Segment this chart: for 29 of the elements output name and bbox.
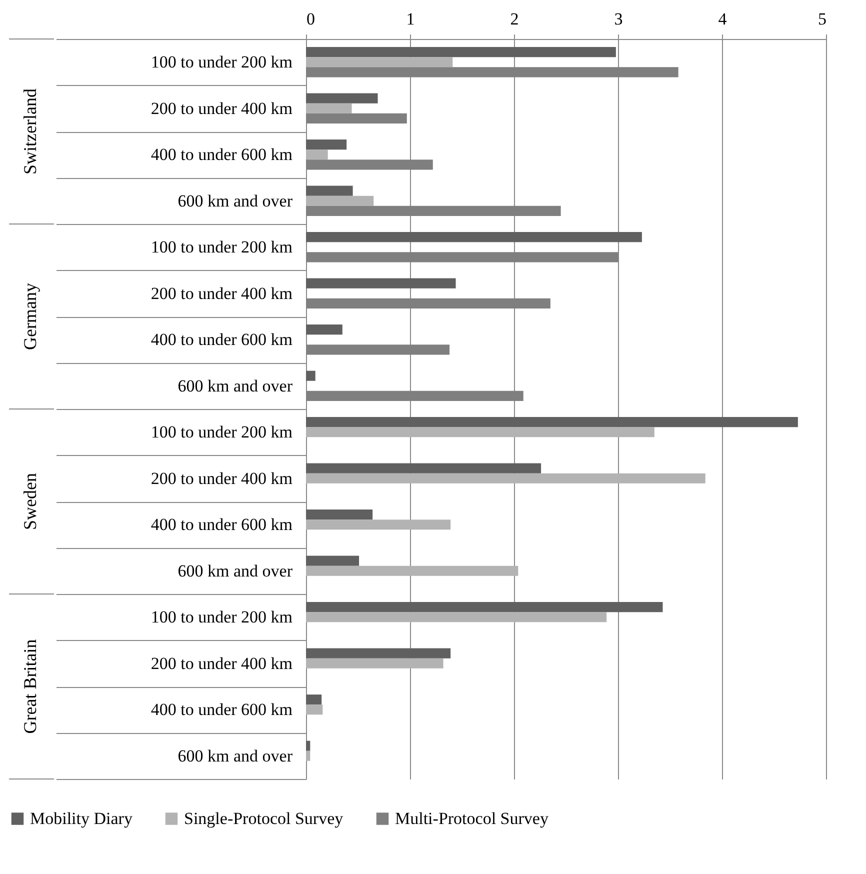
- x-tick-label: 4: [718, 10, 728, 28]
- legend-label: Mobility Diary: [30, 808, 133, 828]
- y-tick-label: 200 to under 400 km: [150, 654, 292, 673]
- x-tick-label: 1: [406, 10, 415, 28]
- y-tick-label: 600 km and over: [178, 376, 293, 396]
- y-tick-label: 200 to under 400 km: [150, 468, 292, 488]
- y-tick-label: 400 to under 600 km: [150, 145, 292, 164]
- y-tick-label: 100 to under 200 km: [150, 422, 292, 442]
- y-tick-label: 400 to under 600 km: [150, 515, 292, 534]
- y-tick-label: 100 to under 200 km: [150, 238, 292, 257]
- y-tick-label: 600 km and over: [178, 746, 293, 766]
- y-tick-label: 100 to under 200 km: [150, 52, 292, 72]
- legend-label: Multi-Protocol Survey: [395, 808, 549, 828]
- text: Sweden: [20, 473, 40, 530]
- x-tick-label: 5: [818, 10, 826, 28]
- text: Great Britain: [20, 639, 40, 734]
- x-tick-label: 0: [306, 10, 315, 28]
- text: Switzerland: [20, 88, 40, 174]
- y-tick-label: 400 to under 600 km: [150, 330, 292, 350]
- y-tick-label: 400 to under 600 km: [150, 700, 292, 720]
- y-tick-label: 600 km and over: [178, 191, 293, 210]
- y-tick-label: 200 to under 400 km: [150, 98, 292, 118]
- x-tick-label: 3: [614, 10, 623, 28]
- text: Germany: [20, 283, 40, 350]
- x-tick-label: 2: [510, 10, 519, 28]
- y-tick-label: 100 to under 200 km: [150, 608, 292, 627]
- y-tick-label: 200 to under 400 km: [150, 284, 292, 303]
- legend-label: Single-Protocol Survey: [184, 808, 344, 828]
- y-tick-label: 600 km and over: [178, 561, 293, 580]
